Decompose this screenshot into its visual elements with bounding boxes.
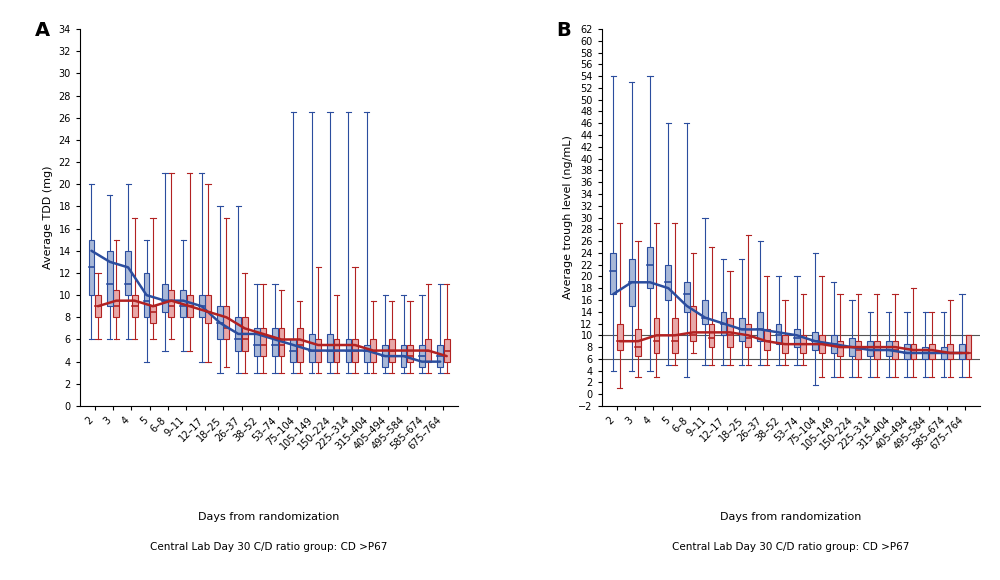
Bar bbox=[635, 329, 641, 356]
Bar bbox=[309, 334, 315, 362]
Bar bbox=[911, 344, 916, 359]
Bar bbox=[745, 324, 751, 347]
Bar bbox=[959, 344, 965, 359]
Bar bbox=[113, 289, 119, 317]
Bar bbox=[297, 328, 303, 362]
Bar bbox=[217, 306, 223, 339]
Bar bbox=[352, 339, 358, 362]
Bar bbox=[629, 259, 635, 306]
Bar bbox=[254, 328, 260, 356]
Text: B: B bbox=[556, 21, 571, 41]
Bar bbox=[812, 332, 818, 350]
Bar bbox=[107, 251, 113, 306]
Text: Days from randomization: Days from randomization bbox=[720, 512, 862, 521]
Bar bbox=[389, 339, 395, 362]
Bar bbox=[205, 295, 211, 323]
Bar bbox=[684, 282, 690, 312]
Bar bbox=[886, 341, 892, 356]
Bar bbox=[279, 328, 284, 356]
Y-axis label: Average TDD (mg): Average TDD (mg) bbox=[43, 166, 53, 269]
Bar bbox=[89, 240, 94, 295]
Bar bbox=[260, 328, 266, 356]
Bar bbox=[272, 328, 278, 356]
Bar bbox=[904, 344, 910, 359]
Bar bbox=[757, 312, 763, 341]
Bar bbox=[199, 295, 205, 317]
Bar bbox=[370, 339, 376, 362]
Bar bbox=[837, 341, 843, 356]
Bar bbox=[647, 247, 653, 288]
Bar bbox=[702, 300, 708, 324]
Bar bbox=[849, 338, 855, 356]
Bar bbox=[727, 318, 733, 347]
Bar bbox=[776, 324, 781, 344]
Bar bbox=[617, 324, 623, 350]
Bar bbox=[162, 284, 168, 312]
Bar bbox=[672, 318, 678, 353]
Bar bbox=[132, 295, 138, 317]
Bar bbox=[892, 341, 898, 359]
Bar bbox=[739, 318, 745, 341]
Bar bbox=[867, 341, 873, 356]
Bar bbox=[407, 345, 413, 362]
Legend: LCPT, IR-Tac: LCPT, IR-Tac bbox=[720, 577, 862, 580]
Y-axis label: Average trough level (ng/mL): Average trough level (ng/mL) bbox=[563, 136, 573, 299]
Text: Central Lab Day 30 C/D ratio group: CD >P67: Central Lab Day 30 C/D ratio group: CD >… bbox=[150, 542, 388, 552]
Bar bbox=[800, 335, 806, 353]
Text: Central Lab Day 30 C/D ratio group: CD >P67: Central Lab Day 30 C/D ratio group: CD >… bbox=[672, 542, 910, 552]
Bar bbox=[437, 345, 443, 367]
Bar bbox=[831, 335, 837, 353]
Bar bbox=[444, 339, 450, 362]
Bar bbox=[187, 295, 193, 317]
Bar bbox=[922, 347, 928, 359]
Bar bbox=[334, 339, 339, 362]
Bar bbox=[721, 312, 726, 335]
Text: Days from randomization: Days from randomization bbox=[198, 512, 340, 521]
Bar bbox=[327, 334, 333, 362]
Bar bbox=[223, 306, 229, 339]
Bar bbox=[144, 273, 149, 317]
Bar bbox=[168, 289, 174, 317]
Bar bbox=[941, 347, 947, 359]
Bar bbox=[782, 335, 788, 353]
Bar bbox=[819, 335, 825, 353]
Bar bbox=[709, 324, 714, 347]
Bar bbox=[401, 345, 406, 367]
Bar bbox=[290, 339, 296, 362]
Bar bbox=[855, 341, 861, 359]
Bar bbox=[610, 253, 616, 294]
Bar bbox=[947, 344, 953, 359]
Bar bbox=[364, 345, 370, 362]
Text: A: A bbox=[35, 21, 50, 41]
Bar bbox=[690, 306, 696, 341]
Bar bbox=[419, 345, 425, 367]
Bar bbox=[346, 339, 351, 362]
Bar bbox=[95, 295, 101, 317]
Bar bbox=[764, 329, 770, 350]
Bar bbox=[125, 251, 131, 295]
Bar bbox=[315, 339, 321, 362]
Bar bbox=[665, 264, 671, 300]
Bar bbox=[235, 317, 241, 350]
Bar bbox=[382, 345, 388, 367]
Bar bbox=[929, 344, 935, 359]
Bar bbox=[180, 289, 186, 317]
Bar bbox=[874, 341, 880, 359]
Bar bbox=[425, 339, 431, 362]
Bar bbox=[794, 329, 800, 347]
Bar bbox=[242, 317, 248, 350]
Bar bbox=[150, 306, 156, 323]
Bar bbox=[654, 318, 659, 353]
Legend: LCPT, IR-Tac: LCPT, IR-Tac bbox=[198, 577, 340, 580]
Bar bbox=[966, 335, 971, 359]
